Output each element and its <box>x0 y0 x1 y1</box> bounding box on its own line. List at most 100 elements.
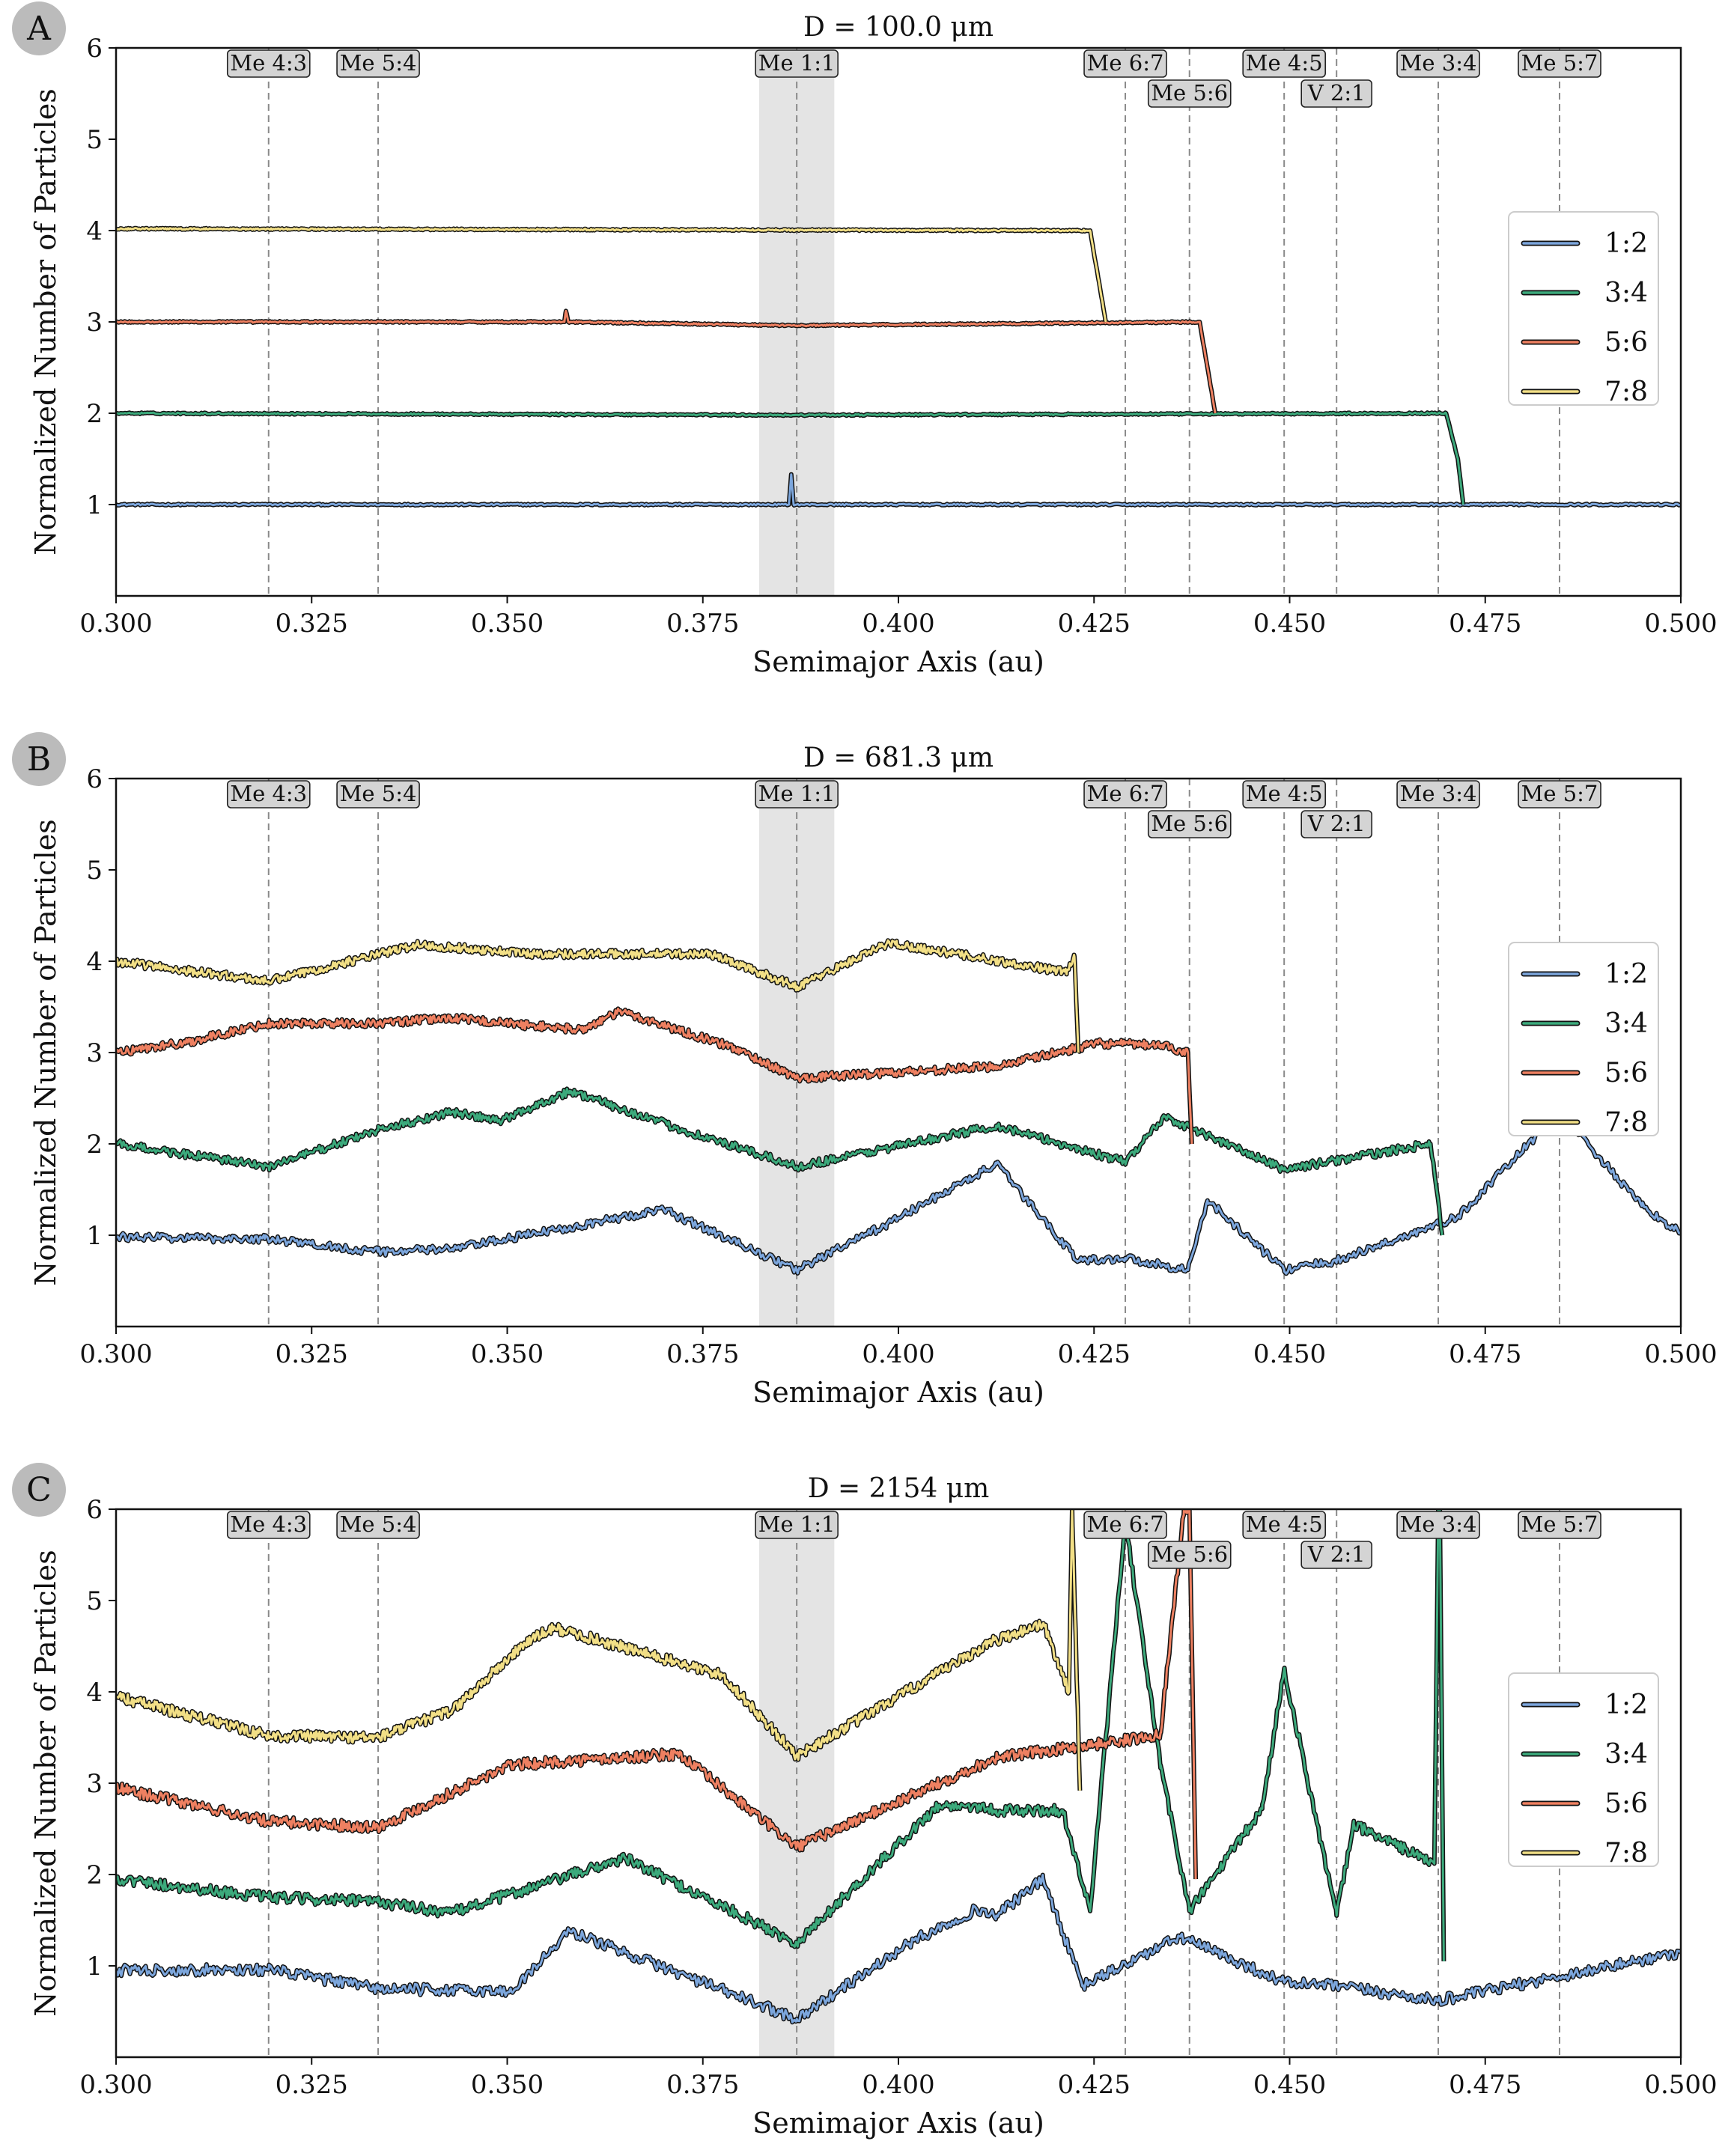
resonance-label-box <box>1083 1511 1167 1539</box>
x-tick-label: 0.500 <box>1644 609 1717 639</box>
resonance-label-box <box>755 49 839 78</box>
resonance-label-box <box>1300 810 1372 838</box>
resonance-label-box <box>1083 49 1167 78</box>
resonance-label-box <box>1518 1511 1601 1539</box>
legend: 1:2 3:4 5:6 7:8 <box>1508 211 1659 407</box>
x-tick-label: 0.450 <box>1253 2070 1326 2100</box>
legend-label: 7:8 <box>1604 1107 1648 1138</box>
resonance-label-text: V 2:1 <box>1307 1541 1366 1567</box>
resonance-label-box <box>755 780 839 808</box>
resonance-label: Me 4:3 <box>226 1511 311 1539</box>
resonance-label-box <box>226 49 311 78</box>
legend-box <box>1508 942 1659 1136</box>
resonance-label: V 2:1 <box>1300 810 1372 838</box>
x-tick-label: 0.450 <box>1253 1339 1326 1369</box>
series-group <box>116 1509 1681 2025</box>
y-tick-label: 4 <box>86 216 103 246</box>
panel-letter: B <box>27 740 51 779</box>
resonance-label-text: Me 3:4 <box>1400 1511 1477 1537</box>
resonance-label-box <box>1396 780 1480 808</box>
resonance-label-box <box>1242 780 1326 808</box>
y-tick-label: 2 <box>86 1860 103 1890</box>
resonance-label-text: Me 4:3 <box>230 781 307 806</box>
resonance-label: V 2:1 <box>1300 1541 1372 1569</box>
legend-box <box>1508 1672 1659 1867</box>
resonance-label: Me 1:1 <box>755 780 839 808</box>
resonance-label-box <box>1518 49 1601 78</box>
resonance-label-text: Me 1:1 <box>758 50 836 76</box>
series-outline-1-2 <box>116 472 1681 508</box>
resonance-label-text: Me 5:7 <box>1521 50 1598 76</box>
x-tick-label: 0.425 <box>1058 1339 1131 1369</box>
resonance-label: Me 5:6 <box>1147 79 1232 108</box>
x-tick-label: 0.300 <box>79 2070 152 2100</box>
resonance-label-box <box>226 780 311 808</box>
x-tick-label: 0.350 <box>471 1339 544 1369</box>
series-group <box>116 938 1681 1276</box>
x-tick-label: 0.475 <box>1449 609 1521 639</box>
y-tick-label: 2 <box>86 1130 103 1160</box>
resonance-label: Me 1:1 <box>755 1511 839 1539</box>
y-tick-label: 6 <box>86 764 103 794</box>
panel-letter: C <box>26 1471 52 1509</box>
legend: 1:2 3:4 5:6 7:8 <box>1508 1672 1659 1869</box>
resonance-label-text: Me 5:6 <box>1151 811 1228 836</box>
series-line-3-4 <box>116 1087 1443 1236</box>
resonance-label-text: V 2:1 <box>1307 80 1366 106</box>
series-line-7-8 <box>116 227 1107 323</box>
resonance-label-text: Me 3:4 <box>1400 781 1477 806</box>
legend: 1:2 3:4 5:6 7:8 <box>1508 942 1659 1138</box>
y-tick-label: 2 <box>86 399 103 429</box>
x-tick-label: 0.325 <box>276 609 348 639</box>
series-group <box>116 225 1681 508</box>
x-tick-label: 0.375 <box>666 1339 739 1369</box>
resonance-label-text: Me 5:6 <box>1151 80 1228 106</box>
resonance-label: Me 1:1 <box>755 49 839 78</box>
legend-label: 1:2 <box>1604 228 1648 259</box>
panel-title: D = 681.3 μm <box>803 743 994 773</box>
resonance-label-text: V 2:1 <box>1307 811 1366 836</box>
resonance-label-box <box>226 1511 311 1539</box>
resonance-label-text: Me 5:7 <box>1521 781 1598 806</box>
resonance-label-text: Me 5:7 <box>1521 1511 1598 1537</box>
series-line-3-4 <box>116 1509 1445 1961</box>
series-line-1-2 <box>116 473 1681 507</box>
y-tick-label: 3 <box>86 308 103 338</box>
resonance-label-text: Me 4:3 <box>230 50 307 76</box>
y-tick-label: 3 <box>86 1038 103 1068</box>
resonance-label-text: Me 6:7 <box>1087 50 1164 76</box>
resonance-label-box <box>336 780 420 808</box>
resonance-label: Me 3:4 <box>1396 49 1480 78</box>
series-line-7-8 <box>116 1509 1081 1791</box>
resonance-label: Me 5:4 <box>336 1511 420 1539</box>
resonance-label-text: Me 4:3 <box>230 1511 307 1537</box>
resonance-label-text: Me 1:1 <box>758 781 836 806</box>
axes-frame <box>115 777 1682 1328</box>
series-outline-5-6 <box>116 308 1218 414</box>
x-axis-label: Semimajor Axis (au) <box>752 645 1044 678</box>
resonance-label-box <box>755 1511 839 1539</box>
series-outline-7-8 <box>116 1509 1083 1791</box>
y-tick-label: 5 <box>86 856 103 886</box>
resonance-label: Me 5:7 <box>1518 1511 1601 1539</box>
resonance-label: Me 4:5 <box>1242 49 1326 78</box>
legend-label: 1:2 <box>1604 959 1648 990</box>
axes-frame <box>115 1508 1682 2059</box>
legend-label: 5:6 <box>1604 1788 1648 1819</box>
resonance-label-box <box>336 49 420 78</box>
resonance-label-box <box>336 1511 420 1539</box>
resonance-label: Me 6:7 <box>1083 1511 1167 1539</box>
resonance-label-box <box>1396 49 1480 78</box>
series-line-1-2 <box>116 1874 1681 2023</box>
series-outline-7-8 <box>116 938 1081 1053</box>
y-tick-label: 5 <box>86 125 103 155</box>
panel-A: Me 4:3 Me 5:4 Me 1:1 Me 6:7 Me 5:6 Me 4:5 V 2:… <box>12 1 1718 678</box>
resonance-label-box <box>1147 810 1232 838</box>
x-tick-label: 0.325 <box>276 2070 348 2100</box>
legend-label: 7:8 <box>1604 377 1648 407</box>
resonance-label: Me 4:5 <box>1242 780 1326 808</box>
x-tick-label: 0.400 <box>862 609 934 639</box>
resonance-label: Me 5:7 <box>1518 49 1601 78</box>
x-tick-label: 0.500 <box>1644 2070 1717 2100</box>
resonance-label: Me 3:4 <box>1396 1511 1480 1539</box>
